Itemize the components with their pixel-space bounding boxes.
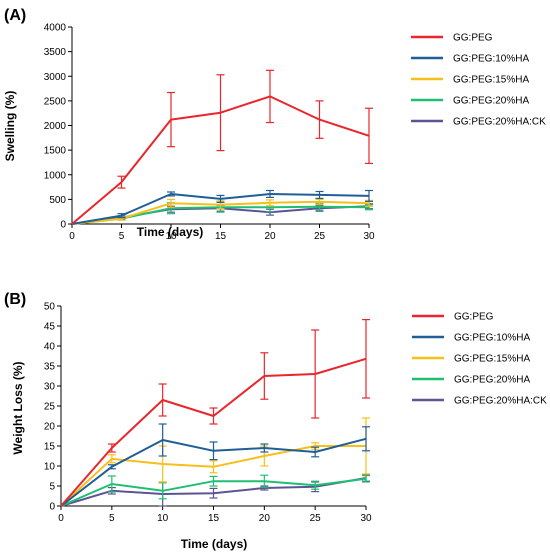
y-tick-label: 40 <box>44 342 56 353</box>
y-tick-label: 30 <box>44 382 56 393</box>
x-tick-label: 20 <box>264 231 276 242</box>
y-tick-label: 3500 <box>44 47 67 58</box>
x-tick-label: 0 <box>58 513 64 524</box>
panel-b-label: (B) <box>4 291 26 308</box>
y-tick-label: 2500 <box>44 96 67 107</box>
series-gg-peg-20-ha <box>60 474 370 507</box>
panel-a-y-axis-label: Swelling (%) <box>3 91 17 162</box>
series-gg-peg-15-ha <box>71 198 373 225</box>
x-tick-label: 30 <box>360 513 372 524</box>
y-tick-label: 5 <box>49 482 55 493</box>
series-line <box>60 437 367 507</box>
panel-a-x-axis-label: Time (days) <box>137 225 203 239</box>
x-tick-label: 10 <box>165 231 177 242</box>
series-gg-peg <box>71 69 373 225</box>
x-tick-label: 20 <box>259 513 271 524</box>
y-tick-label: 0 <box>60 220 66 231</box>
y-tick-label: 50 <box>44 302 56 313</box>
series-line <box>71 200 370 225</box>
legend-label: GG:PEG:20%HA:CK <box>454 396 547 407</box>
legend-label: GG:PEG:20%HA:CK <box>453 117 546 128</box>
series-line <box>60 357 367 507</box>
legend-label: GG:PEG:20%HA <box>453 96 529 107</box>
y-tick-label: 500 <box>49 195 66 206</box>
series-gg-peg-10-ha <box>60 423 370 507</box>
legend-label: GG:PEG:20%HA <box>454 375 530 386</box>
y-tick-label: 0 <box>49 502 55 513</box>
x-tick-label: 5 <box>109 513 115 524</box>
y-tick-label: 15 <box>44 442 56 453</box>
x-tick-label: 15 <box>215 231 227 242</box>
legend-label: GG:PEG:10%HA <box>453 54 529 65</box>
series-line <box>71 193 370 225</box>
y-tick-label: 2000 <box>44 121 67 132</box>
y-tick-label: 1500 <box>44 146 67 157</box>
x-tick-label: 25 <box>314 231 326 242</box>
y-tick-label: 45 <box>44 322 56 333</box>
x-tick-label: 10 <box>157 513 169 524</box>
legend-label: GG:PEG <box>453 33 493 44</box>
legend-label: GG:PEG:10%HA <box>454 333 530 344</box>
legend-label: GG:PEG:15%HA <box>454 354 530 365</box>
x-tick-label: 15 <box>208 513 220 524</box>
x-tick-label: 30 <box>363 231 375 242</box>
panel-b-x-axis-label: Time (days) <box>181 537 247 551</box>
panel-b: (B) Time (days) Weight Loss (%) 0 5 10 15 20… <box>4 291 547 551</box>
series-line <box>71 95 370 225</box>
series-gg-peg-10-ha <box>71 189 373 225</box>
x-tick-label: 5 <box>119 231 125 242</box>
y-tick-label: 25 <box>44 402 56 413</box>
y-tick-label: 4000 <box>44 23 67 34</box>
panel-a: (A) Time (days) Swelling (%) 05001000150… <box>3 7 546 242</box>
series-gg-peg-20-ha-ck <box>60 474 370 507</box>
panel-a-label: (A) <box>4 7 26 24</box>
series-line <box>60 445 366 507</box>
y-tick-label: 10 <box>44 462 56 473</box>
y-tick-label: 1000 <box>44 170 67 181</box>
y-tick-label: 20 <box>44 422 56 433</box>
series-line <box>60 477 367 507</box>
series-gg-peg <box>60 319 370 507</box>
panel-b-y-axis-label: Weight Loss (%) <box>11 361 25 454</box>
x-tick-label: 0 <box>69 231 75 242</box>
y-tick-label: 3000 <box>44 72 67 83</box>
x-tick-label: 25 <box>310 513 322 524</box>
legend-label: GG:PEG:15%HA <box>453 75 529 86</box>
legend-label: GG:PEG <box>454 312 494 323</box>
y-tick-label: 35 <box>44 362 56 373</box>
